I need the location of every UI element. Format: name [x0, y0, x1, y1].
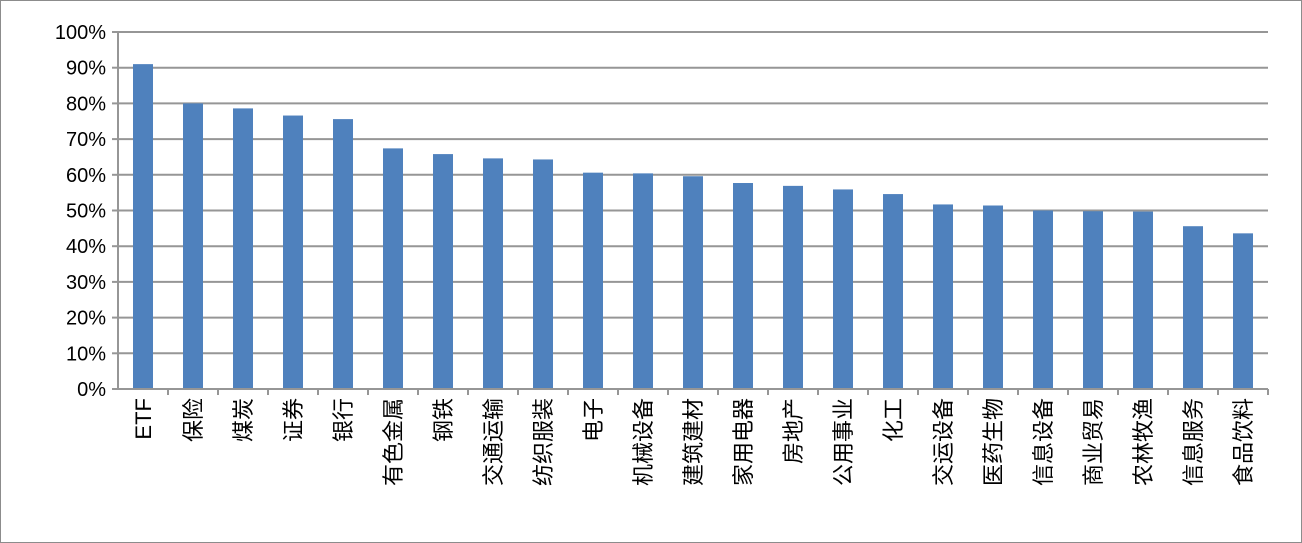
- bar: [783, 185, 803, 389]
- x-tick-label: 化工: [881, 398, 906, 442]
- bar: [633, 173, 653, 389]
- x-tick-label: 机械设备: [631, 398, 656, 486]
- bar: [433, 154, 453, 389]
- x-tick-label: ETF: [131, 398, 156, 440]
- bar: [483, 158, 503, 389]
- axes: [112, 31, 1269, 395]
- x-tick-label: 电子: [581, 398, 606, 442]
- bar: [133, 64, 153, 389]
- x-tick-label: 信息设备: [1031, 398, 1056, 486]
- x-tick-label: 交运设备: [931, 398, 956, 486]
- bar: [1133, 211, 1153, 389]
- x-tick-label: 商业贸易: [1081, 398, 1106, 486]
- y-tick-label: 10%: [66, 343, 106, 365]
- y-tick-label: 70%: [66, 129, 106, 151]
- bar: [383, 148, 403, 389]
- x-tick-label: 家用电器: [731, 398, 756, 486]
- x-tick-label: 保险: [181, 398, 206, 442]
- x-tick-label: 农林牧渔: [1131, 398, 1156, 486]
- y-tick-label: 30%: [66, 272, 106, 294]
- x-tick-label: 纺织服装: [531, 398, 556, 486]
- bars: [133, 64, 1253, 390]
- y-tick-label: 50%: [66, 201, 106, 223]
- x-tick-label: 煤炭: [231, 398, 256, 442]
- x-tick-label: 银行: [331, 398, 356, 442]
- y-tick-label: 40%: [66, 236, 106, 258]
- x-tick-label: 有色金属: [381, 398, 406, 486]
- x-tick-label: 建筑建材: [681, 398, 706, 486]
- x-tick-label: 钢铁: [431, 398, 456, 442]
- bar: [333, 119, 353, 389]
- y-tick-labels: 0% 10% 20% 30% 40% 50% 60% 70% 80% 90% 100%: [55, 22, 106, 401]
- x-tick-label: 交通运输: [481, 398, 506, 486]
- bar: [1183, 226, 1203, 389]
- bar: [1083, 211, 1103, 389]
- bar: [1233, 233, 1253, 389]
- bar: [583, 172, 603, 389]
- y-tick-label: 0%: [77, 379, 106, 401]
- x-tick-labels: ETF 保险 煤炭 证券 银行 有色金属 钢铁 交通运输 纺织服装 电子 机械设备 建筑建材 家用电器房…: [131, 398, 1256, 486]
- x-tick-label: 信息服务: [1181, 398, 1206, 486]
- x-tick-label: 房地产: [781, 398, 806, 464]
- bar: [1033, 210, 1053, 389]
- bar: [883, 194, 903, 389]
- bar: [733, 183, 753, 389]
- x-tick-label: 医药生物: [981, 398, 1006, 486]
- y-tick-label: 20%: [66, 308, 106, 330]
- bar: [933, 204, 953, 389]
- bar: [833, 189, 853, 389]
- bar: [283, 115, 303, 390]
- y-tick-label: 80%: [66, 93, 106, 115]
- bar: [183, 103, 203, 390]
- x-tick-label: 公用事业: [831, 398, 856, 486]
- gridlines: [118, 31, 1268, 355]
- x-tick-label: 食品饮料: [1231, 398, 1256, 486]
- y-tick-label: 100%: [55, 22, 106, 44]
- y-tick-label: 60%: [66, 165, 106, 187]
- x-tick-label: 证券: [281, 398, 306, 442]
- bar: [533, 159, 553, 389]
- y-tick-label: 90%: [66, 58, 106, 80]
- bar: [983, 205, 1003, 389]
- bar: [683, 176, 703, 389]
- bar: [233, 108, 253, 389]
